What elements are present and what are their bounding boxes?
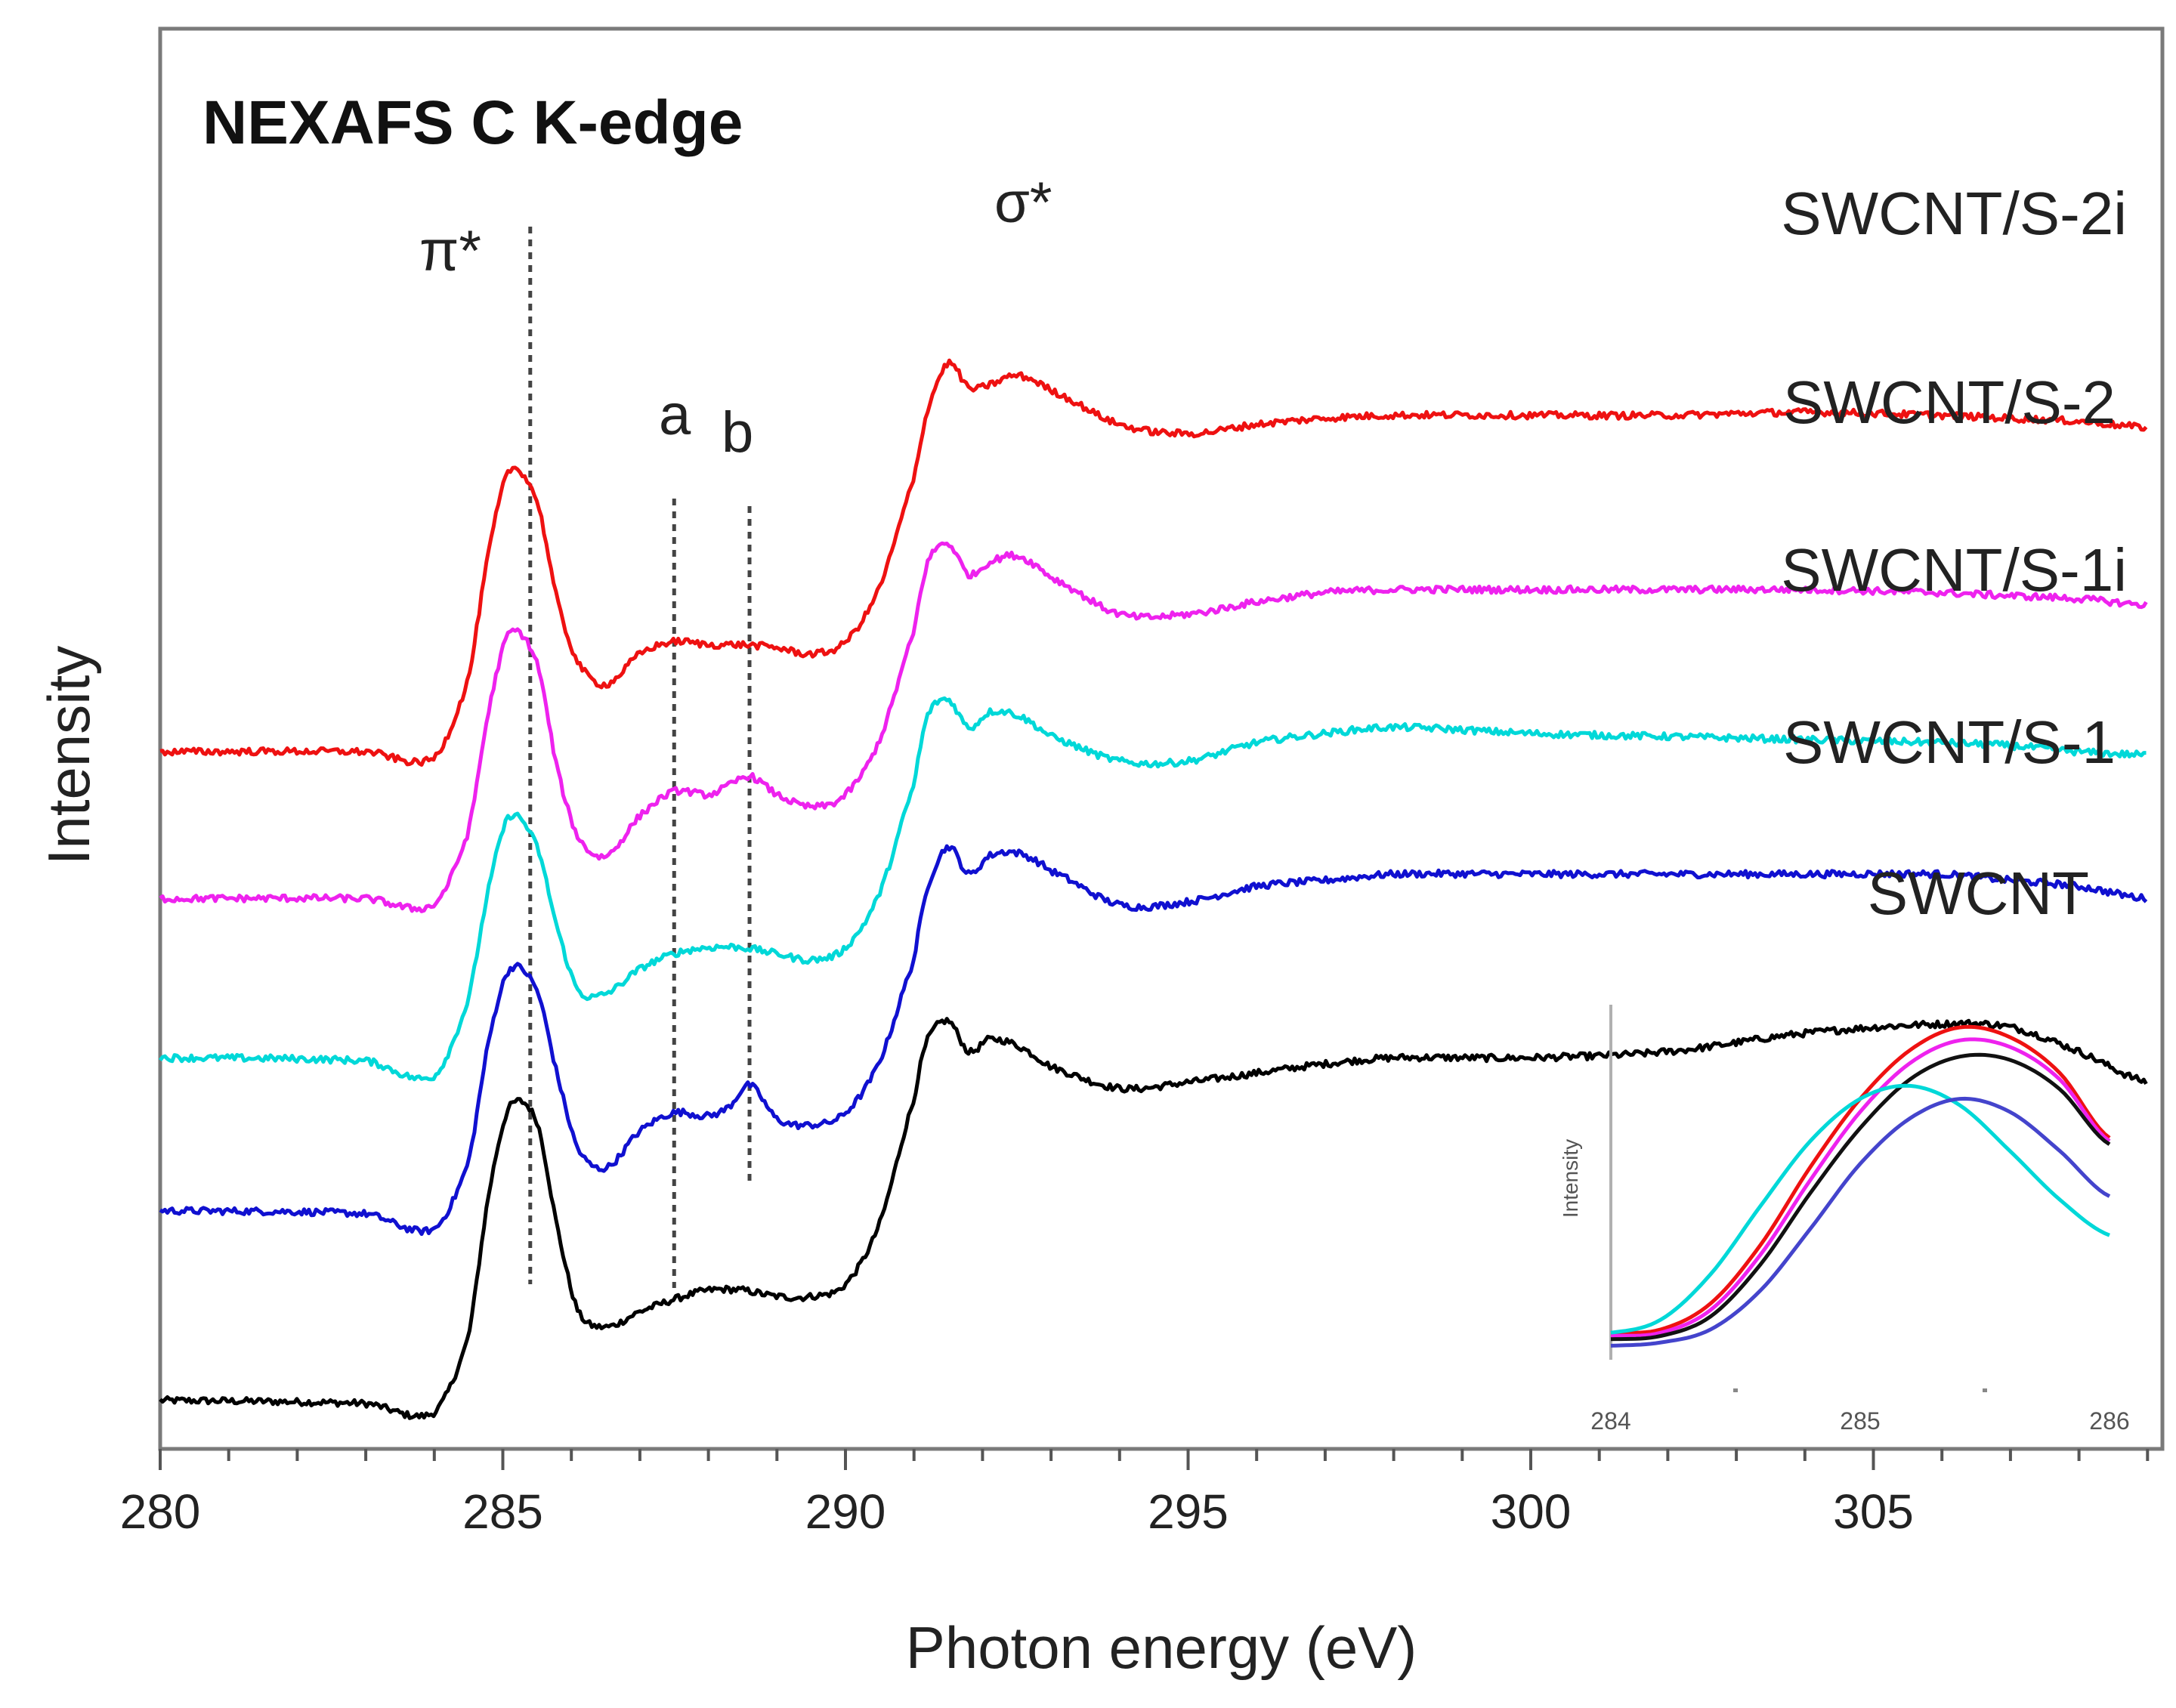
inset-x-tick-label: 284 bbox=[1590, 1407, 1630, 1435]
series-label-swcnt-s-1i: SWCNT/S-1i bbox=[1781, 536, 2127, 604]
inset-x-tick-label: 286 bbox=[2089, 1407, 2129, 1435]
inset-spectrum-line bbox=[1610, 1052, 2111, 1342]
x-axis-ticks: 280 285 290 295 300 305 bbox=[120, 1449, 2150, 1539]
inset-x-tick-label: 285 bbox=[1840, 1407, 1880, 1435]
spectrum-line bbox=[159, 541, 2148, 913]
plot-frame bbox=[158, 26, 2165, 1451]
inset-spectra bbox=[1610, 1024, 2111, 1348]
series-label-swcnt-s-2i: SWCNT/S-2i bbox=[1781, 180, 2127, 247]
x-tick-label: 290 bbox=[805, 1484, 886, 1539]
pi-star-label: π* bbox=[419, 219, 481, 283]
spectrum-line bbox=[158, 696, 2147, 1082]
x-tick-label: 300 bbox=[1491, 1484, 1572, 1539]
x-tick-label: 305 bbox=[1833, 1484, 1914, 1539]
x-tick-label: 295 bbox=[1148, 1484, 1229, 1539]
inset-minor-tick bbox=[1733, 1388, 1738, 1392]
inset-plot: Intensity 284 285 286 bbox=[1559, 1005, 2130, 1435]
series-label-swcnt-s-1: SWCNT/S-1 bbox=[1783, 709, 2116, 776]
peak-b-label: b bbox=[722, 400, 753, 465]
inset-minor-tick bbox=[1983, 1388, 1987, 1392]
spectrum-line bbox=[159, 358, 2148, 767]
peak-a-label: a bbox=[659, 383, 691, 447]
spectrum-line bbox=[159, 1017, 2148, 1420]
series-label-swcnt-s-2: SWCNT/S-2 bbox=[1783, 369, 2116, 436]
inset-spectrum-line bbox=[1610, 1083, 2110, 1335]
inset-spectrum-line bbox=[1610, 1037, 2111, 1338]
spectrum-line bbox=[159, 844, 2148, 1237]
x-tick-label: 280 bbox=[120, 1484, 201, 1539]
x-axis-label: Photon energy (eV) bbox=[906, 1614, 1417, 1681]
sigma-star-label: σ* bbox=[994, 171, 1052, 235]
inset-y-label: Intensity bbox=[1559, 1139, 1582, 1218]
series-label-swcnt: SWCNT bbox=[1868, 860, 2089, 927]
inset-spectrum-line bbox=[1610, 1096, 2111, 1348]
chart-title: NEXAFS C K-edge bbox=[202, 88, 743, 157]
peak-reference-lines bbox=[528, 227, 752, 1288]
y-axis-label: Intensity bbox=[36, 646, 102, 865]
x-tick-label: 285 bbox=[462, 1484, 543, 1539]
spectra bbox=[158, 358, 2148, 1420]
inset-x-ticks: 284 285 286 bbox=[1590, 1388, 2130, 1435]
